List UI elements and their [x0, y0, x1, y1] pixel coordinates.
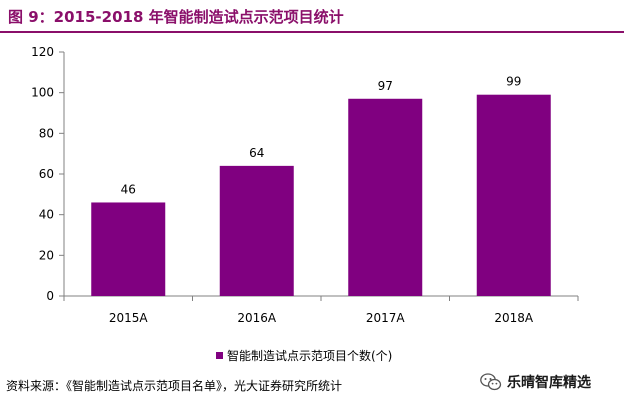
data-label: 97: [378, 79, 393, 93]
source-note: 资料来源：《智能制造试点示范项目名单》，光大证券研究所统计: [6, 379, 343, 393]
y-tick-label: 100: [31, 86, 54, 100]
y-axis: 0 20 40 60 80 100 120: [31, 45, 65, 303]
data-label: 64: [249, 146, 264, 160]
bars: [91, 94, 551, 297]
y-tick-label: 0: [46, 289, 54, 303]
y-tick-label: 120: [31, 45, 54, 59]
bar-2018A: [476, 94, 551, 296]
y-tick-label: 20: [39, 248, 54, 262]
y-tick-label: 60: [39, 167, 54, 181]
data-labels: 46 64 97 99: [121, 75, 522, 197]
x-tick-label: 2017A: [366, 311, 406, 325]
legend-label: 智能制造试点示范项目个数(个): [227, 348, 392, 363]
bar-chart: 0 20 40 60 80 100 120 2015A 2016A 2017A 2018A 46 6…: [31, 45, 579, 363]
wechat-icon: [480, 373, 502, 391]
y-tick-label: 40: [39, 208, 54, 222]
title-divider: [0, 31, 624, 33]
bar-2016A: [219, 165, 294, 296]
x-tick-label: 2018A: [494, 311, 534, 325]
x-axis: 2015A 2016A 2017A 2018A: [63, 295, 579, 325]
bar-2015A: [91, 202, 166, 296]
watermark: 乐晴智库精选: [480, 372, 591, 392]
y-tick-label: 80: [39, 126, 54, 140]
bar-2017A: [348, 98, 423, 297]
legend-swatch: [216, 352, 223, 359]
data-label: 46: [121, 182, 136, 196]
data-label: 99: [506, 75, 521, 89]
watermark-text: 乐晴智库精选: [507, 375, 591, 391]
x-tick-label: 2015A: [109, 311, 149, 325]
legend: 智能制造试点示范项目个数(个): [216, 348, 392, 363]
x-tick-label: 2016A: [237, 311, 277, 325]
figure-title: 图 9：2015-2018 年智能制造试点示范项目统计: [8, 8, 344, 26]
